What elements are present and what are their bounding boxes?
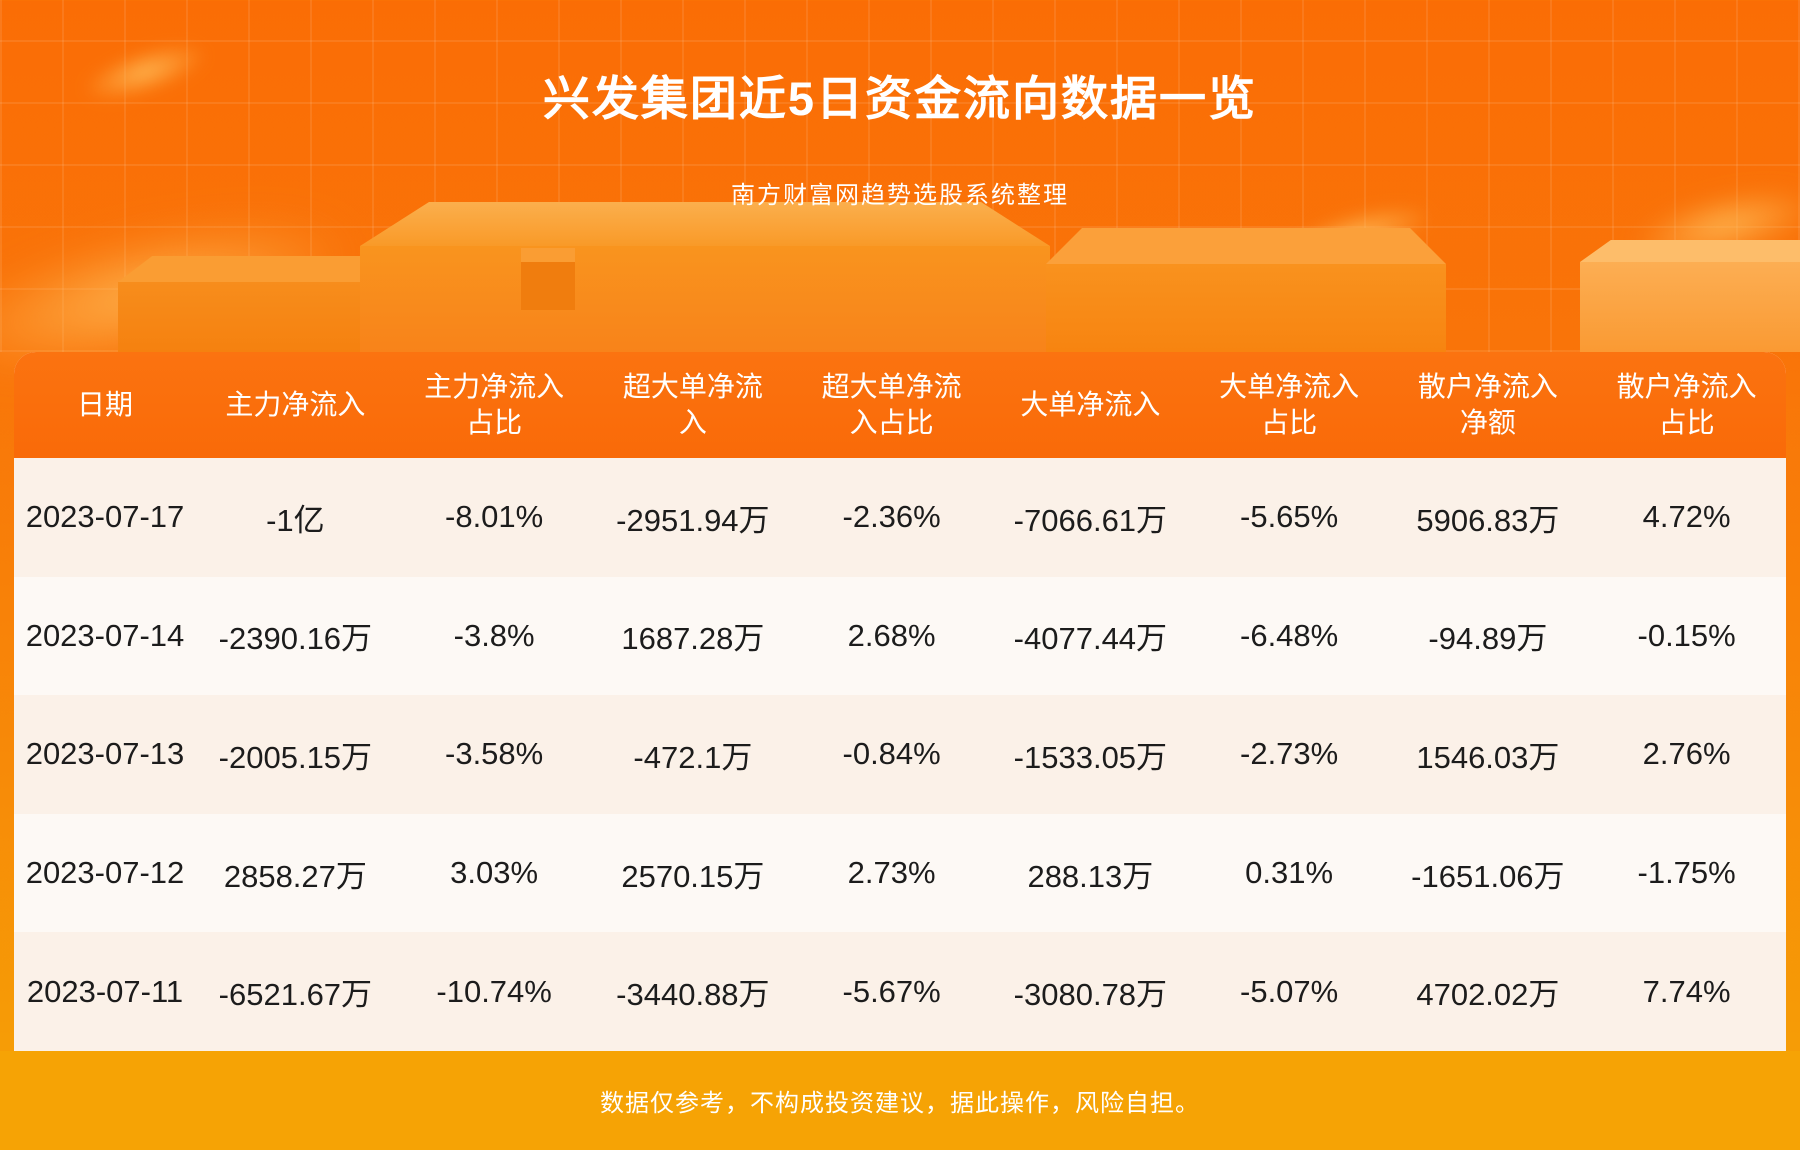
- cell-value: 2.68%: [847, 617, 936, 653]
- podium-decoration: [521, 248, 575, 310]
- cell-value: 0.31%: [1245, 855, 1334, 891]
- header-cell-main-net-inflow-ratio: 主力净流入 占比: [424, 371, 565, 438]
- cell-value: -5.67%: [842, 973, 941, 1009]
- cell-value: -472.1万: [633, 739, 753, 775]
- header-cell-date: 日期: [76, 389, 133, 420]
- cell-value: -1.75%: [1637, 855, 1736, 891]
- footer-band: 数据仅参考，不构成投资建议，据此操作，风险自担。: [0, 1051, 1800, 1150]
- cell-value: 4702.02万: [1416, 977, 1560, 1013]
- page-title: 兴发集团近5日资金流向数据一览: [542, 72, 1258, 125]
- cell-value: -0.15%: [1637, 617, 1736, 653]
- cell-value: 288.13万: [1027, 858, 1154, 894]
- cell-value: -3.58%: [445, 736, 544, 772]
- header-cell-large-net-inflow: 大单净流入: [1020, 389, 1161, 420]
- cell-value: -2951.94万: [616, 502, 770, 538]
- header-cell-xlarge-net-inflow: 超大单净流入: [622, 371, 763, 438]
- cell-value: -4077.44万: [1013, 621, 1168, 657]
- cell-value: 5906.83万: [1416, 502, 1560, 538]
- cell-value: -1651.06万: [1411, 858, 1565, 894]
- cell-value: -5.07%: [1240, 973, 1339, 1009]
- table-row: 2023-07-12 2858.27万 3.03% 2570.15万 2.73%…: [14, 813, 1786, 933]
- cell-value: 1687.28万: [621, 621, 765, 657]
- cell-value: -2.73%: [1240, 736, 1339, 772]
- cell-value: -94.89万: [1428, 621, 1548, 657]
- header-cell-retail-net-inflow-ratio: 散户净流入 占比: [1616, 371, 1757, 438]
- podium-decoration: [360, 202, 1050, 352]
- disclaimer-text: 数据仅参考，不构成投资建议，据此操作，风险自担。: [600, 1090, 1200, 1117]
- podium-decoration: [1046, 228, 1446, 352]
- table-row: 2023-07-17 -1亿 -8.01% -2951.94万 -2.36% -…: [14, 458, 1786, 577]
- table-row: 2023-07-14 -2390.16万 -3.8% 1687.28万 2.68…: [14, 576, 1786, 696]
- cell-value: 2858.27万: [223, 858, 367, 894]
- table-header-row: 日期 主力净流入 主力净流入 占比 超大单净流入 超大单净流 入占比 大单净流入 大…: [14, 352, 1786, 458]
- hero-header: 兴发集团近5日资金流向数据一览 南方财富网趋势选股系统整理: [0, 0, 1800, 210]
- cell-value: 4.72%: [1642, 499, 1731, 535]
- cell-value: -2390.16万: [218, 621, 373, 657]
- header-cell-main-net-inflow: 主力净流入: [225, 389, 366, 420]
- cell-value: -3.8%: [453, 617, 535, 653]
- cell-value: -1533.05万: [1013, 739, 1168, 775]
- table-row: 2023-07-13 -2005.15万 -3.58% -472.1万 -0.8…: [14, 695, 1786, 814]
- cell-value: -5.65%: [1240, 499, 1339, 535]
- cell-value: 2570.15万: [621, 858, 765, 894]
- cell-value: 1546.03万: [1416, 739, 1560, 775]
- table-row: 2023-07-11 -6521.67万 -10.74% -3440.88万 -…: [14, 932, 1786, 1051]
- cell-value: -1亿: [266, 502, 325, 538]
- cell-date: 2023-07-17: [25, 499, 185, 535]
- header-cell-xlarge-net-inflow-ratio: 超大单净流 入占比: [821, 371, 962, 438]
- cell-value: -2005.15万: [218, 739, 373, 775]
- cell-value: 2.76%: [1642, 736, 1731, 772]
- cell-value: -2.36%: [842, 499, 941, 535]
- cell-value: 7.74%: [1642, 973, 1731, 1009]
- cell-value: -6521.67万: [218, 977, 373, 1013]
- page-subtitle: 南方财富网趋势选股系统整理: [731, 182, 1069, 209]
- cell-value: -8.01%: [445, 499, 544, 535]
- cell-value: -7066.61万: [1013, 502, 1168, 538]
- cell-value: -6.48%: [1240, 617, 1339, 653]
- header-cell-retail-net-inflow: 散户净流入 净额: [1417, 371, 1558, 438]
- cell-value: -3080.78万: [1013, 977, 1168, 1013]
- podium-decoration: [1580, 240, 1800, 352]
- cell-value: 2.73%: [847, 855, 936, 891]
- cell-date: 2023-07-14: [25, 617, 185, 653]
- cell-date: 2023-07-11: [26, 973, 184, 1009]
- cell-value: -3440.88万: [616, 977, 770, 1013]
- podium-decoration: [118, 256, 403, 352]
- cell-value: 3.03%: [450, 855, 539, 891]
- cell-date: 2023-07-13: [25, 736, 185, 772]
- cell-value: -0.84%: [842, 736, 941, 772]
- header-cell-large-net-inflow-ratio: 大单净流入 占比: [1219, 371, 1360, 438]
- cell-value: -10.74%: [436, 973, 552, 1009]
- cell-date: 2023-07-12: [25, 855, 185, 891]
